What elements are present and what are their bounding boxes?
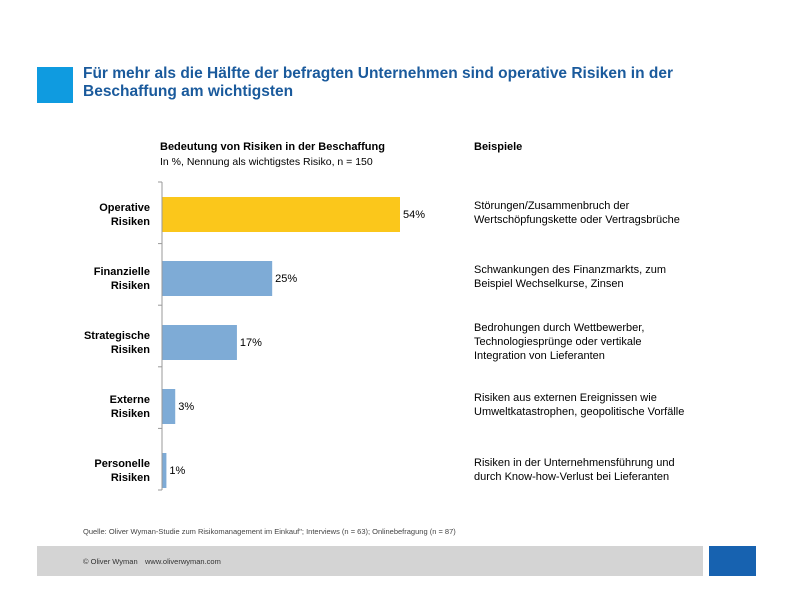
bar-1 (162, 261, 273, 296)
value-label-2: 17% (240, 337, 262, 349)
bar-0 (162, 197, 400, 232)
bar-4 (162, 453, 167, 488)
footer-copyright: © Oliver Wyman (83, 557, 138, 566)
category-label-4-0: Personelle (94, 458, 150, 470)
category-label-3-0: Externe (110, 394, 150, 406)
examples-heading: Beispiele (474, 141, 523, 153)
category-label-0-1: Risiken (111, 216, 150, 228)
title-accent-square (37, 67, 73, 103)
footer-square (709, 546, 756, 576)
example-4: Risiken in der Unternehmensführung und du… (474, 456, 724, 484)
source-note: Quelle: Oliver Wyman-Studie zum Risikoma… (83, 527, 456, 536)
example-3: Risiken aus externen Ereignissen wie Umwe… (474, 391, 724, 419)
example-line: Wertschöpfungskette oder Vertragsbrüche (474, 214, 680, 226)
footer-url[interactable]: www.oliverwyman.com (145, 557, 221, 566)
example-line: Bedrohungen durch Wettbewerber, (474, 322, 645, 334)
example-line: durch Know-how-Verlust bei Lieferanten (474, 471, 670, 483)
category-label-2-1: Risiken (111, 344, 150, 356)
footer-bar (37, 546, 703, 576)
value-label-4: 1% (169, 465, 185, 477)
bar-3 (162, 389, 176, 424)
example-1: Schwankungen des Finanzmarkts, zum Beispi… (474, 263, 724, 291)
chart-subheading: In %, Nennung als wichtigstes Risiko, n … (160, 156, 373, 168)
category-label-4-1: Risiken (111, 472, 150, 484)
value-label-0: 54% (403, 209, 425, 221)
value-label-3: 3% (178, 401, 194, 413)
example-line: Integration von Lieferanten (474, 350, 605, 362)
value-label-1: 25% (275, 273, 297, 285)
example-line: Risiken aus externen Ereignissen wie (474, 392, 657, 404)
example-line: Schwankungen des Finanzmarkts, zum (474, 264, 666, 276)
bar-2 (162, 325, 237, 360)
category-label-1-0: Finanzielle (94, 266, 150, 278)
example-line: Umweltkatastrophen, geopolitische Vorfäl… (474, 406, 685, 418)
chart-heading: Bedeutung von Risiken in der Beschaffung (160, 141, 385, 153)
example-line: Beispiel Wechselkurse, Zinsen (474, 278, 624, 290)
example-2: Bedrohungen durch Wettbewerber, Technolog… (474, 321, 724, 363)
example-line: Technologiesprünge oder vertikale (474, 336, 642, 348)
category-label-3-1: Risiken (111, 408, 150, 420)
example-0: Störungen/Zusammenbruch der Wertschöpfung… (474, 199, 724, 227)
category-label-2-0: Strategische (84, 330, 150, 342)
category-label-1-1: Risiken (111, 280, 150, 292)
example-line: Risiken in der Unternehmensführung und (474, 457, 675, 469)
example-line: Störungen/Zusammenbruch der (474, 200, 630, 212)
category-label-0-0: Operative (99, 202, 150, 214)
page-title: Für mehr als die Hälfte der befragten Un… (83, 65, 674, 100)
